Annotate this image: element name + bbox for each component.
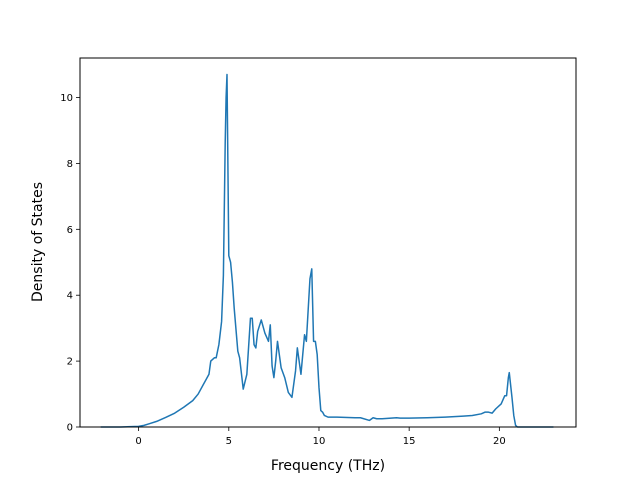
x-tick-label: 20	[493, 436, 506, 447]
x-axis-ticks: 0 5 10 15 20	[135, 427, 506, 447]
y-tick-label: 2	[67, 357, 73, 368]
plot-frame	[79, 57, 577, 428]
x-tick-label: 0	[135, 436, 141, 447]
x-tick-label: 10	[313, 436, 326, 447]
series-line-0	[100, 73, 554, 428]
y-tick-label: 4	[67, 291, 73, 302]
x-axis-label: Frequency (THz)	[271, 458, 385, 474]
y-tick-label: 0	[67, 423, 73, 434]
y-tick-label: 6	[67, 225, 73, 236]
chart-marks	[100, 73, 554, 428]
x-tick-label: 5	[226, 436, 232, 447]
y-axis-ticks: 0 2 4 6 8 10	[60, 93, 80, 434]
y-axis-label: Density of States	[30, 182, 46, 302]
y-tick-label: 8	[67, 159, 73, 170]
plot-area-background	[80, 58, 576, 427]
x-tick-label: 15	[403, 436, 416, 447]
y-tick-label: 10	[60, 93, 73, 104]
